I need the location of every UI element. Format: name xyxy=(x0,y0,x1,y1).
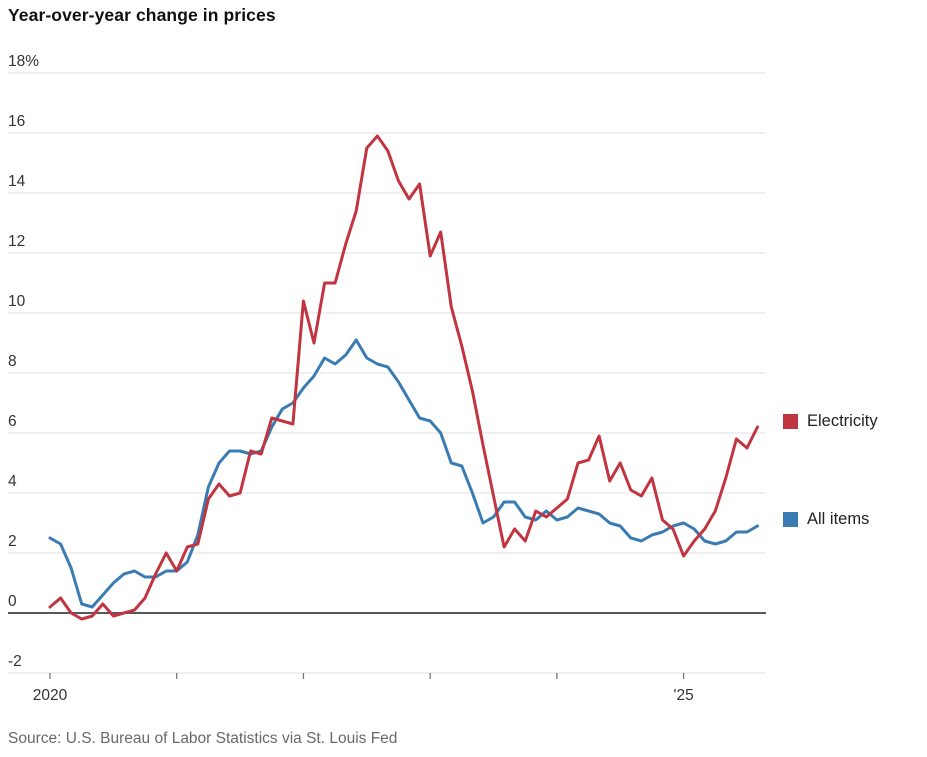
all-items-legend-swatch xyxy=(783,512,798,527)
x-axis-label: '25 xyxy=(673,687,693,704)
y-axis-label: 0 xyxy=(8,593,17,610)
chart-title: Year-over-year change in prices xyxy=(8,5,276,25)
legend-item-all-items: All items xyxy=(783,510,869,529)
all-items-legend-label: All items xyxy=(807,510,870,528)
y-axis-label: 6 xyxy=(8,413,17,430)
series-line-electricity xyxy=(48,134,759,621)
y-axis-label: -2 xyxy=(8,653,22,670)
x-axis-label: 2020 xyxy=(33,687,68,704)
source-note: Source: U.S. Bureau of Labor Statistics … xyxy=(8,730,398,747)
y-axis-label: 18% xyxy=(8,53,39,70)
y-axis-label: 16 xyxy=(8,113,25,130)
legend-item-electricity: Electricity xyxy=(783,412,878,431)
y-axis-label: 8 xyxy=(8,353,17,370)
y-axis-label: 4 xyxy=(8,473,17,490)
y-axis-label: 12 xyxy=(8,233,25,250)
y-axis-label: 14 xyxy=(8,173,26,190)
electricity-legend-swatch xyxy=(783,414,798,429)
electricity-legend-label: Electricity xyxy=(807,412,878,430)
y-axis-label: 10 xyxy=(8,293,26,310)
series-line-all-items xyxy=(48,338,759,609)
y-axis-label: 2 xyxy=(8,533,17,550)
